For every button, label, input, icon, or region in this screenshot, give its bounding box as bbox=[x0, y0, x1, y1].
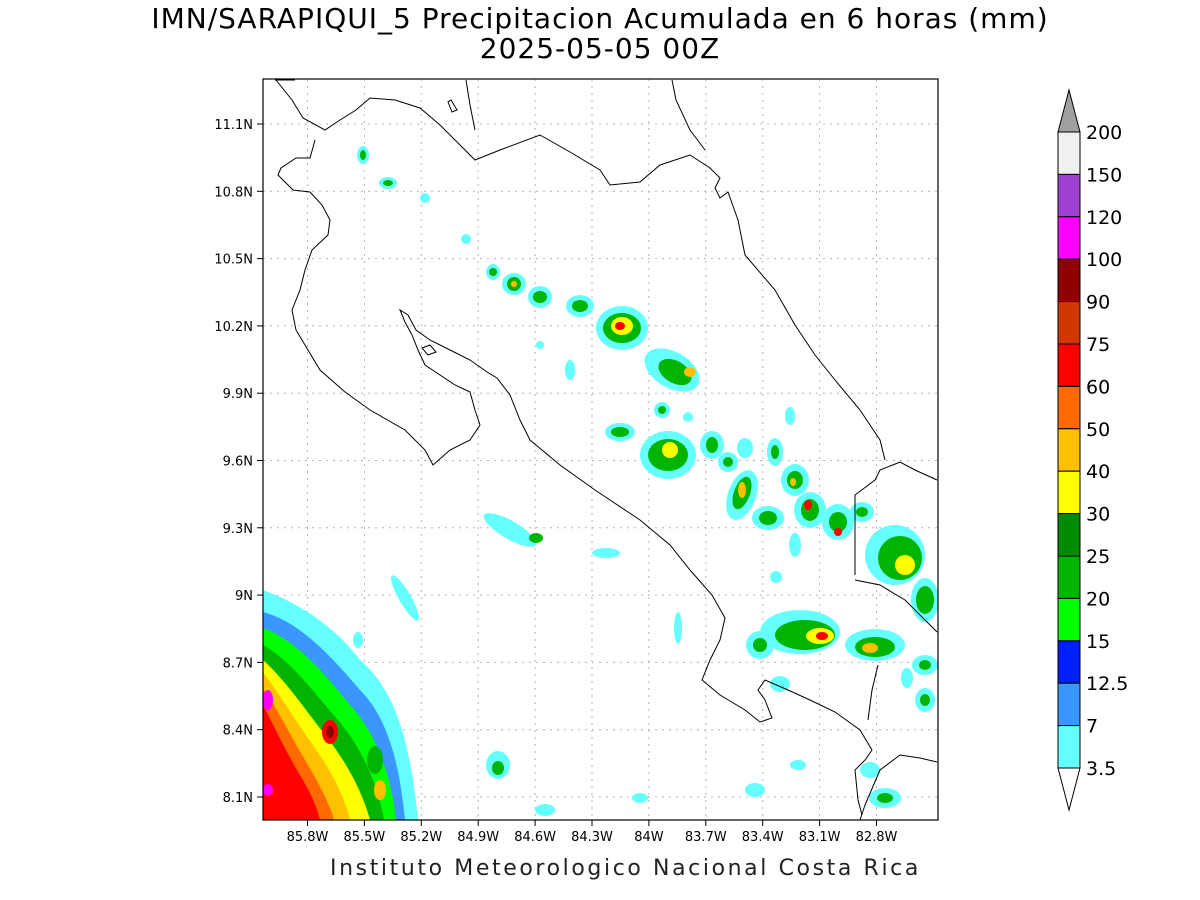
lat-tick-label: 8.7N bbox=[223, 656, 253, 671]
colorbar-under-triangle bbox=[1057, 767, 1081, 812]
lon-tick-label: 85.8W bbox=[287, 830, 329, 845]
colorbar-level-label: 75 bbox=[1086, 334, 1110, 356]
lat-tick-label: 8.4N bbox=[223, 724, 253, 739]
colorbar-swatch bbox=[1057, 470, 1081, 515]
colorbar-swatch bbox=[1057, 682, 1081, 727]
colorbar-level-label: 90 bbox=[1086, 292, 1110, 314]
lon-tick-label: 84.3W bbox=[571, 830, 613, 845]
colorbar-swatch bbox=[1057, 173, 1081, 218]
latitude-axis: 11.1N 10.8N 10.5N 10.2N 9.9N 9.6N 9.3N 9N 8.7N 8.… bbox=[214, 118, 263, 806]
lon-tick-label: 83.7W bbox=[685, 830, 727, 845]
colorbar-swatch bbox=[1057, 428, 1081, 472]
colorbar-level-label: 50 bbox=[1086, 419, 1110, 441]
colorbar-swatch bbox=[1057, 131, 1081, 175]
lon-tick-label: 84.9W bbox=[457, 830, 499, 845]
colorbar-level-label: 25 bbox=[1086, 546, 1110, 568]
colorbar-level-label: 100 bbox=[1086, 249, 1122, 271]
colorbar-level-label: 20 bbox=[1086, 588, 1110, 610]
colorbar-level-label: 200 bbox=[1086, 122, 1122, 144]
lon-tick-label: 83.1W bbox=[799, 830, 841, 845]
lat-tick-label: 9N bbox=[235, 589, 253, 604]
colorbar-level-label: 3.5 bbox=[1086, 758, 1116, 780]
lat-tick-label: 9.9N bbox=[223, 387, 253, 402]
colorbar-level-label: 7 bbox=[1086, 716, 1098, 738]
colorbar-swatch bbox=[1057, 555, 1081, 599]
lon-tick-label: 85.2W bbox=[400, 830, 442, 845]
lat-tick-label: 10.2N bbox=[214, 320, 253, 335]
colorbar-over-triangle bbox=[1057, 88, 1081, 133]
colorbar-level-label: 12.5 bbox=[1086, 673, 1128, 695]
lon-tick-label: 85.5W bbox=[343, 830, 385, 845]
colorbar-level-label: 150 bbox=[1086, 164, 1122, 186]
lon-tick-label: 84W bbox=[634, 830, 664, 845]
lat-tick-label: 10.8N bbox=[214, 185, 253, 200]
lat-tick-label: 9.6N bbox=[223, 455, 253, 470]
colorbar-swatch bbox=[1057, 513, 1081, 557]
longitude-axis: 85.8W 85.5W 85.2W 84.9W 84.6W 84.3W 84W 83.7W 83… bbox=[287, 820, 898, 845]
colorbar-swatch bbox=[1057, 343, 1081, 387]
lon-tick-label: 84.6W bbox=[514, 830, 556, 845]
lat-tick-label: 8.1N bbox=[223, 791, 253, 806]
lat-tick-label: 11.1N bbox=[214, 118, 253, 133]
colorbar-level-label: 30 bbox=[1086, 504, 1110, 526]
colorbar-level-label: 120 bbox=[1086, 207, 1122, 229]
lat-tick-label: 9.3N bbox=[223, 522, 253, 537]
map-title: IMN/SARAPIQUI_5 Precipitacion Acumulada … bbox=[151, 2, 1049, 35]
lon-tick-label: 83.4W bbox=[742, 830, 784, 845]
rain-band bbox=[486, 264, 938, 712]
lat-tick-label: 10.5N bbox=[214, 253, 253, 268]
colorbar-swatch bbox=[1057, 301, 1081, 345]
lon-tick-label: 82.8W bbox=[856, 830, 898, 845]
colorbar-swatch bbox=[1057, 258, 1081, 303]
colorbar-swatch bbox=[1057, 725, 1081, 769]
colorbar-level-label: 15 bbox=[1086, 631, 1110, 653]
precipitation-field bbox=[263, 146, 938, 820]
map-frame bbox=[262, 78, 939, 821]
colorbar-swatch bbox=[1057, 640, 1081, 684]
colorbar: 200 150 120 100 90 75 60 50 40 30 25 20 15 12.5 7 3.5 bbox=[1057, 88, 1128, 812]
coastlines bbox=[275, 79, 938, 820]
colorbar-level-label: 60 bbox=[1086, 376, 1110, 398]
map-valid-time: 2025-05-05 00Z bbox=[479, 32, 721, 65]
colorbar-swatch bbox=[1057, 597, 1081, 642]
colorbar-swatch bbox=[1057, 385, 1081, 430]
footer-credit: Instituto Meteorologico Nacional Costa R… bbox=[330, 856, 921, 881]
colorbar-swatch bbox=[1057, 216, 1081, 260]
colorbar-level-label: 40 bbox=[1086, 461, 1110, 483]
